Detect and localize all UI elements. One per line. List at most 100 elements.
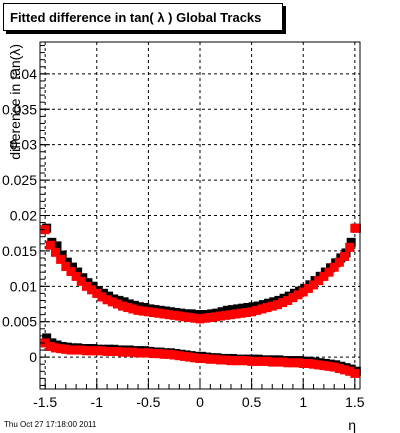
data-point xyxy=(200,354,210,364)
data-point xyxy=(340,252,350,262)
data-point xyxy=(169,350,179,360)
data-point xyxy=(107,297,117,307)
y-tick-label: 0 xyxy=(29,349,37,365)
data-point xyxy=(226,310,236,320)
data-point xyxy=(247,307,257,317)
data-point xyxy=(123,347,133,357)
data-point xyxy=(262,303,272,313)
data-point xyxy=(112,299,122,309)
data-point xyxy=(143,348,153,358)
data-point xyxy=(314,360,324,370)
data-point xyxy=(252,356,262,366)
data-point xyxy=(303,283,313,293)
data-point xyxy=(346,237,356,247)
data-point xyxy=(92,346,102,356)
data-point xyxy=(283,358,293,368)
data-point xyxy=(309,359,319,369)
data-point xyxy=(190,353,200,363)
data-point xyxy=(97,292,107,302)
y-tick-label: 0.02 xyxy=(10,208,37,224)
data-point xyxy=(45,342,55,352)
data-point xyxy=(340,365,350,375)
data-point xyxy=(81,346,91,356)
data-point xyxy=(314,276,324,286)
data-point xyxy=(205,312,215,322)
data-point xyxy=(319,361,329,371)
data-point xyxy=(345,242,355,252)
data-point xyxy=(180,351,190,361)
data-point xyxy=(324,361,334,371)
data-point xyxy=(52,241,62,251)
data-point xyxy=(66,266,76,276)
data-point xyxy=(293,358,303,368)
data-point xyxy=(118,301,128,311)
data-point xyxy=(288,293,298,303)
data-point xyxy=(87,285,97,295)
data-point xyxy=(272,357,282,367)
data-point xyxy=(71,271,81,281)
data-point xyxy=(164,310,174,320)
data-point xyxy=(133,348,143,358)
data-markers xyxy=(40,223,361,378)
data-point xyxy=(226,356,236,366)
x-tick-label: 0.5 xyxy=(242,394,262,410)
data-point xyxy=(92,288,102,298)
data-point xyxy=(138,306,148,316)
x-tick-label: 1 xyxy=(299,394,307,410)
data-point xyxy=(309,280,319,290)
data-point xyxy=(221,355,231,365)
data-point xyxy=(50,343,60,353)
data-point xyxy=(81,281,91,291)
data-point xyxy=(231,356,241,366)
data-point xyxy=(112,346,122,356)
data-point xyxy=(334,363,344,373)
data-point xyxy=(236,308,246,318)
data-point xyxy=(210,354,220,364)
data-point xyxy=(329,262,339,272)
y-tick-label: 0.025 xyxy=(2,172,37,188)
data-point xyxy=(278,298,288,308)
data-point xyxy=(118,347,128,357)
y-axis-title: difference in tan(λ) xyxy=(7,44,23,160)
data-point xyxy=(216,311,226,321)
data-point xyxy=(133,305,143,315)
data-point xyxy=(329,362,339,372)
data-point xyxy=(236,356,246,366)
data-point xyxy=(216,355,226,365)
data-point xyxy=(288,358,298,368)
data-point xyxy=(319,271,329,281)
data-point xyxy=(76,276,86,286)
data-point xyxy=(76,345,86,355)
data-point xyxy=(195,314,205,324)
data-point xyxy=(190,313,200,323)
timestamp: Thu Oct 27 17:18:00 2011 xyxy=(4,420,97,429)
data-point xyxy=(272,300,282,310)
data-point xyxy=(40,225,50,235)
x-tick-label: -0.5 xyxy=(136,394,160,410)
grid-lines xyxy=(40,42,360,389)
data-point xyxy=(350,223,360,233)
x-tick-label: 0 xyxy=(196,394,204,410)
data-point xyxy=(303,359,313,369)
data-point xyxy=(56,344,66,354)
data-point xyxy=(66,345,76,355)
data-point xyxy=(298,359,308,369)
data-point xyxy=(231,309,241,319)
data-point xyxy=(185,352,195,362)
y-tick-label: 0.005 xyxy=(2,314,37,330)
data-point xyxy=(257,356,267,366)
data-point xyxy=(45,240,55,250)
data-point xyxy=(278,357,288,367)
data-point xyxy=(210,312,220,322)
data-point xyxy=(267,301,277,311)
data-point xyxy=(334,257,344,267)
data-point xyxy=(128,304,138,314)
data-point xyxy=(185,312,195,322)
data-point xyxy=(293,290,303,300)
data-point xyxy=(102,295,112,305)
data-point xyxy=(200,313,210,323)
y-tick-label: 0.03 xyxy=(10,137,37,153)
data-point xyxy=(169,310,179,320)
data-point xyxy=(143,307,153,317)
data-point xyxy=(241,356,251,366)
